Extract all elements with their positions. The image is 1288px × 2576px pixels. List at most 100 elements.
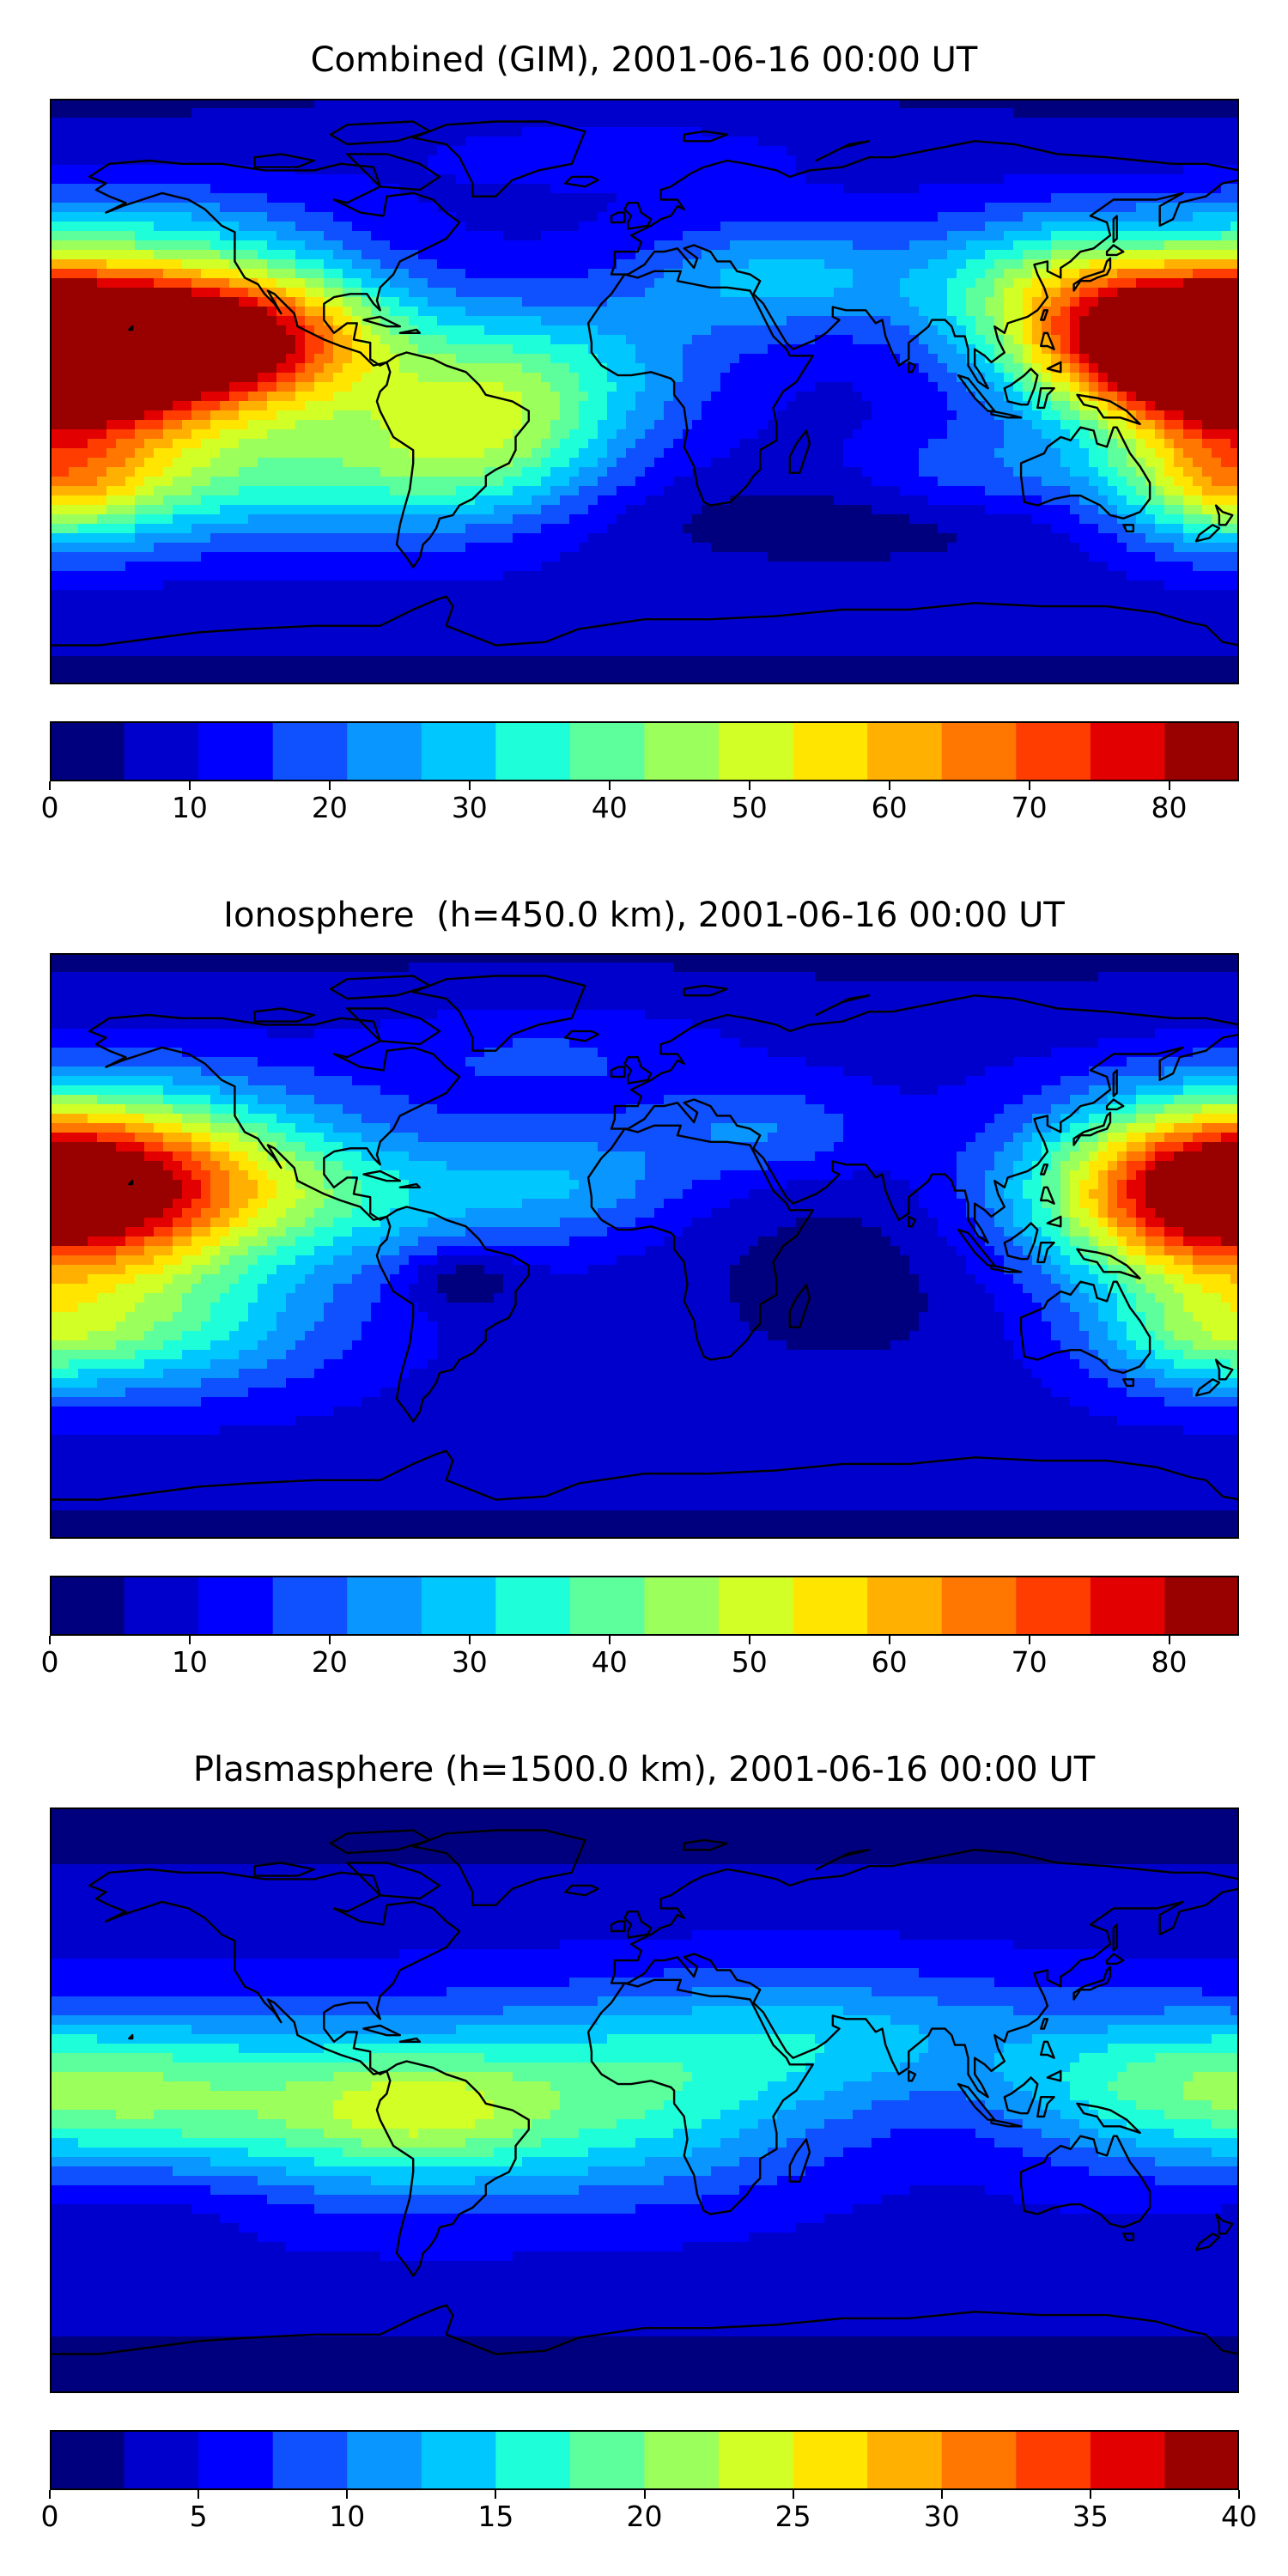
- coastline-madagascar: [788, 429, 811, 474]
- colorbar-bin: [124, 721, 199, 781]
- coastline-uk: [623, 1055, 653, 1084]
- coastline-hokkaido: [1105, 244, 1125, 257]
- colorbar-tick-mark: [495, 2490, 497, 2499]
- colorbar-tick-label: 20: [312, 792, 348, 824]
- coastline-new-guinea: [1076, 393, 1141, 426]
- coastline-eurasia: [610, 140, 1239, 390]
- coastline-new-guinea: [1076, 2102, 1141, 2135]
- coastline-sakhalin: [1112, 215, 1118, 243]
- colorbar-bin: [1164, 721, 1239, 781]
- coastline-sulawesi: [1036, 2096, 1055, 2118]
- map-title-combined: Combined (GIM), 2001-06-16 00:00 UT: [0, 39, 1288, 81]
- colorbar-tick-mark: [1028, 1636, 1030, 1644]
- map-frame: [50, 953, 1239, 1539]
- colorbar-tick-label: 15: [477, 2500, 513, 2533]
- colorbar-tick-mark: [608, 1636, 611, 1644]
- colorbar-bin: [793, 1576, 868, 1636]
- colorbar-bin: [50, 1576, 125, 1636]
- coastline-uk: [623, 1910, 653, 1939]
- colorbar-tick-mark: [888, 781, 890, 790]
- coastline-australia: [1019, 426, 1151, 519]
- colorbar-tick-mark: [888, 1636, 890, 1644]
- coastline-philippines-luzon: [1039, 2040, 1055, 2059]
- colorbar-tick-mark: [188, 1636, 191, 1644]
- coastlines: [50, 120, 1239, 684]
- coastline-hawaii: [128, 1180, 134, 1186]
- colorbar-bin: [1164, 2430, 1239, 2490]
- colorbar-tick-label: 70: [1012, 1646, 1048, 1679]
- colorbar-bin: [719, 2430, 794, 2490]
- colorbar-tick-mark: [1168, 1636, 1170, 1644]
- map-ionosphere: [50, 953, 1239, 1539]
- coastline-tasmania: [1122, 1378, 1135, 1388]
- colorbar-tick-mark: [49, 1636, 51, 1644]
- coastline-antarctica: [50, 595, 1239, 684]
- colorbar-tick-label: 20: [627, 2500, 663, 2533]
- coastline-svalbard: [683, 130, 728, 143]
- coastline-new-zealand-south: [1194, 2233, 1221, 2251]
- coastline-sakhalin: [1112, 1923, 1118, 1952]
- colorbar-bin: [793, 2430, 868, 2490]
- coastline-sri-lanka: [908, 361, 917, 374]
- coastline-madagascar: [788, 2138, 811, 2183]
- colorbar-tick-label: 0: [41, 2500, 59, 2533]
- coastline-hispaniola: [398, 1182, 422, 1188]
- coastline-north-america: [88, 159, 461, 367]
- coastline-victoria-island: [253, 1007, 315, 1023]
- coastline-sulawesi: [1036, 1242, 1055, 1264]
- coastlines: [50, 975, 1239, 1539]
- colorbar-bin: [495, 721, 571, 781]
- coastline-borneo: [1003, 1222, 1039, 1261]
- colorbar-tick-label: 10: [172, 1646, 208, 1679]
- coastline-new-zealand-south: [1194, 524, 1221, 543]
- coastline-madagascar: [788, 1284, 811, 1328]
- colorbar-bin: [644, 1576, 720, 1636]
- coastline-africa: [586, 270, 814, 507]
- colorbar-bin: [1090, 1576, 1165, 1636]
- colorbar-tick-label: 40: [592, 792, 628, 824]
- coastline-java: [990, 410, 1023, 419]
- colorbar-tick-label: 30: [924, 2500, 960, 2533]
- coastline-new-zealand-north: [1214, 2213, 1234, 2235]
- colorbar-tick-mark: [643, 2490, 646, 2499]
- colorbar-tick-label: 20: [312, 1646, 348, 1679]
- colorbar-bin: [1016, 1576, 1091, 1636]
- coastline-greenland: [412, 1829, 586, 1906]
- coastline-java: [990, 1264, 1023, 1273]
- colorbar-frame: [50, 2430, 1239, 2490]
- coastline-greenland: [412, 975, 586, 1052]
- coastline-africa: [586, 1124, 814, 1361]
- coastline-svalbard: [683, 1838, 728, 1851]
- coastline-novaya-zemlya: [815, 994, 871, 1017]
- coastline-antarctica: [50, 2304, 1239, 2393]
- coastline-ellesmere: [329, 120, 431, 146]
- field-grid: [50, 99, 1239, 684]
- coastline-novaya-zemlya: [815, 1849, 871, 1871]
- colorbar-bin: [941, 1576, 1017, 1636]
- coastline-hispaniola: [398, 2037, 422, 2043]
- colorbar-bin: [867, 1576, 943, 1636]
- colorbar-tick-label: 0: [41, 1646, 59, 1679]
- map-title-ionosphere: Ionosphere (h=450.0 km), 2001-06-16 00:0…: [0, 895, 1288, 936]
- colorbar-bin: [50, 2430, 125, 2490]
- colorbar-bin: [347, 721, 422, 781]
- colorbar-bin: [569, 1576, 645, 1636]
- coastline-borneo: [1003, 2076, 1039, 2115]
- coastline-south-america: [375, 1206, 530, 1423]
- colorbar-tick-label: 80: [1151, 792, 1188, 824]
- colorbar-tick-mark: [1028, 781, 1030, 790]
- coastline-novaya-zemlya: [815, 140, 871, 162]
- colorbar-tick-mark: [49, 2490, 51, 2499]
- colorbar-bin: [124, 1576, 199, 1636]
- colorbar-tick-label: 50: [732, 1646, 768, 1679]
- colorbar-tick-label: 35: [1072, 2500, 1109, 2533]
- coastline-africa: [586, 1978, 814, 2215]
- coastline-australia: [1019, 2135, 1151, 2228]
- colorbar-tick-mark: [608, 781, 611, 790]
- colorbar-tick-mark: [328, 1636, 331, 1644]
- coastline-hispaniola: [398, 328, 422, 334]
- coastline-cuba: [362, 315, 401, 328]
- colorbar-bin: [867, 2430, 943, 2490]
- colorbar-bin: [495, 1576, 571, 1636]
- colorbar-tick-label: 60: [872, 1646, 908, 1679]
